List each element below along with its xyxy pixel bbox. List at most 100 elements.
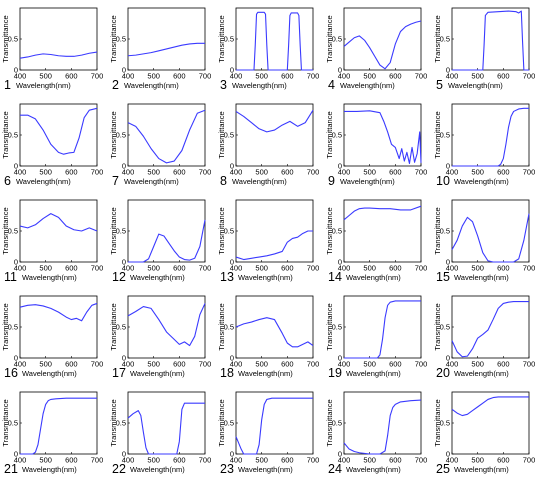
- x-axis-label: Wavelength(nm): [340, 81, 395, 90]
- panel-number: 12: [112, 270, 126, 284]
- x-axis-label: Wavelength(nm): [232, 81, 287, 90]
- x-axis-label: Wavelength(nm): [22, 273, 77, 282]
- y-axis-label: Transmittance: [433, 399, 442, 446]
- y-tick-label: 0.5: [224, 419, 234, 428]
- y-tick-label: 0.5: [332, 227, 342, 236]
- x-tick-label: 600: [497, 168, 510, 177]
- x-tick-label: 700: [415, 264, 428, 273]
- x-tick-label: 600: [173, 264, 186, 273]
- plot-frame: [343, 103, 422, 167]
- panel-number: 23: [220, 462, 234, 476]
- x-tick-label: 700: [523, 264, 536, 273]
- transmittance-curve: [19, 213, 98, 232]
- y-tick-label: 0: [14, 354, 18, 363]
- panel-number: 25: [436, 462, 450, 476]
- x-tick-label: 700: [307, 168, 320, 177]
- y-tick-label: 0.5: [8, 419, 18, 428]
- x-tick-label: 500: [363, 72, 376, 81]
- y-tick-label: 0: [446, 450, 450, 459]
- x-tick-label: 400: [122, 456, 135, 465]
- panel-number: 11: [4, 270, 17, 284]
- y-tick-label: 0: [122, 258, 126, 267]
- panel-number: 21: [4, 462, 18, 476]
- x-tick-label: 700: [91, 360, 104, 369]
- x-tick-label: 500: [255, 168, 268, 177]
- transmittance-curve: [127, 303, 206, 347]
- y-axis-label: Transmittance: [433, 111, 442, 158]
- transmittance-curve: [451, 301, 529, 358]
- y-tick-label: 0: [14, 66, 18, 75]
- y-tick-label: 0.5: [440, 323, 450, 332]
- x-tick-label: 500: [147, 456, 160, 465]
- panel-number: 16: [4, 366, 18, 380]
- panel-number: 2: [112, 78, 119, 92]
- x-axis-label: Wavelength(nm): [124, 177, 179, 186]
- transmittance-curve: [19, 302, 98, 322]
- x-axis-label: Wavelength(nm): [238, 465, 293, 474]
- panel-number: 15: [436, 270, 450, 284]
- y-tick-label: 0: [122, 450, 126, 459]
- x-tick-label: 700: [199, 264, 212, 273]
- y-axis-label: Transmittance: [109, 111, 118, 158]
- panel-number: 6: [4, 174, 11, 188]
- x-tick-label: 500: [39, 360, 52, 369]
- y-axis-label: Transmittance: [433, 15, 442, 62]
- x-tick-label: 400: [14, 264, 27, 273]
- x-tick-label: 400: [338, 360, 351, 369]
- x-tick-label: 700: [91, 264, 104, 273]
- x-tick-label: 500: [39, 72, 52, 81]
- y-tick-label: 0.5: [8, 35, 18, 44]
- x-tick-label: 600: [173, 456, 186, 465]
- y-tick-label: 0: [338, 258, 342, 267]
- x-tick-label: 400: [338, 72, 351, 81]
- x-tick-label: 600: [389, 168, 402, 177]
- y-tick-label: 0.5: [440, 419, 450, 428]
- x-axis-label: Wavelength(nm): [22, 465, 77, 474]
- x-tick-label: 500: [39, 264, 52, 273]
- transmittance-curve: [236, 11, 313, 71]
- x-axis-label: Wavelength(nm): [16, 81, 71, 90]
- x-tick-label: 600: [65, 72, 78, 81]
- x-axis-label: Wavelength(nm): [130, 465, 185, 474]
- y-tick-label: 0: [446, 162, 450, 171]
- transmittance-curve: [451, 213, 530, 263]
- y-axis-label: Transmittance: [1, 303, 10, 350]
- y-axis-label: Transmittance: [217, 111, 226, 158]
- x-tick-label: 700: [523, 168, 536, 177]
- x-axis-label: Wavelength(nm): [22, 369, 77, 378]
- plot-frame: [451, 295, 530, 359]
- y-axis-label: Transmittance: [433, 303, 442, 350]
- x-axis-label: Wavelength(nm): [238, 369, 293, 378]
- panel-number: 22: [112, 462, 126, 476]
- y-tick-label: 0: [446, 258, 450, 267]
- y-tick-label: 0: [446, 354, 450, 363]
- y-tick-label: 0.5: [8, 227, 18, 236]
- y-tick-label: 0.5: [224, 323, 234, 332]
- x-tick-label: 700: [91, 72, 104, 81]
- plot-frame: [235, 295, 314, 359]
- y-axis-label: Transmittance: [109, 303, 118, 350]
- panel-number: 7: [112, 174, 119, 188]
- x-tick-label: 500: [255, 264, 268, 273]
- panel-number: 4: [328, 78, 335, 92]
- x-tick-label: 700: [199, 456, 212, 465]
- y-axis-label: Transmittance: [325, 399, 334, 446]
- x-tick-label: 500: [255, 360, 268, 369]
- y-tick-label: 0: [338, 162, 342, 171]
- x-tick-label: 600: [281, 72, 294, 81]
- plot-frame: [235, 103, 314, 167]
- y-tick-label: 0.5: [224, 35, 234, 44]
- x-tick-label: 400: [14, 360, 27, 369]
